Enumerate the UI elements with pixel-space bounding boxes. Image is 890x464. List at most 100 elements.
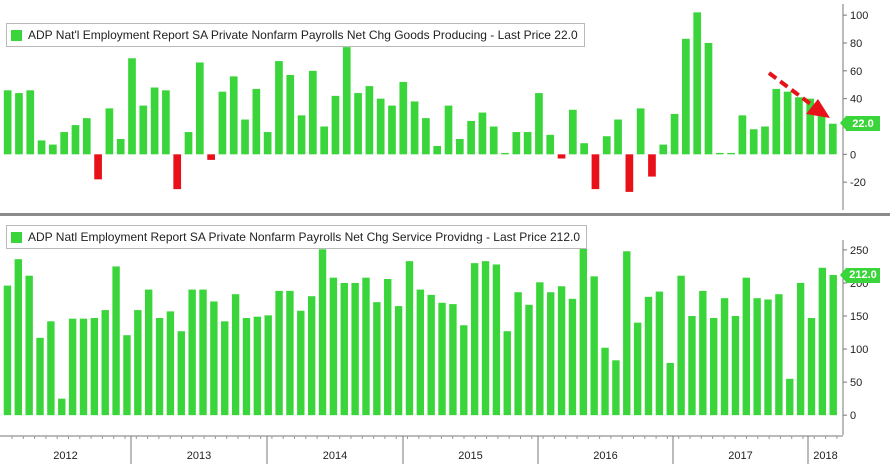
goods-producing-bar xyxy=(309,70,317,155)
service-providing-bar xyxy=(90,318,99,416)
goods-producing-bar xyxy=(682,38,690,155)
goods-producing-bar xyxy=(139,105,148,155)
service-providing-bar xyxy=(601,347,609,416)
service-providing-bar xyxy=(633,322,642,416)
goods-producing-bar xyxy=(410,101,419,155)
service-providing-bar xyxy=(449,304,457,416)
goods-producing-bars xyxy=(3,12,837,192)
service-providing-y-tick-label: 150 xyxy=(850,311,868,323)
x-year-label: 2018 xyxy=(813,450,837,462)
service-providing-bar xyxy=(503,331,511,416)
service-providing-bar xyxy=(275,290,283,416)
goods-producing-bar xyxy=(26,90,35,155)
goods-producing-bar xyxy=(116,139,125,155)
service-providing-bars xyxy=(3,248,837,416)
service-providing-bar xyxy=(796,282,805,416)
service-providing-bar xyxy=(557,286,566,416)
service-providing-bar xyxy=(688,316,696,416)
goods-producing-bar xyxy=(150,87,159,155)
service-providing-bar xyxy=(155,318,164,416)
goods-producing-bar xyxy=(478,112,487,155)
goods-producing-bar xyxy=(557,154,566,159)
goods-producing-bar xyxy=(749,129,758,155)
goods-producing-y-tick-label: -20 xyxy=(850,177,866,189)
goods-producing-bar xyxy=(727,152,735,155)
service-providing-bar xyxy=(818,267,827,416)
service-providing-bar xyxy=(166,311,175,416)
goods-producing-bar xyxy=(331,95,340,155)
service-providing-bar xyxy=(666,362,674,416)
goods-producing-bar xyxy=(105,108,114,155)
service-providing-bar xyxy=(405,261,414,416)
service-providing-bar xyxy=(231,294,240,416)
goods-producing-bar xyxy=(795,97,803,155)
service-providing-bar xyxy=(373,302,381,416)
goods-producing-y-tick-label: 60 xyxy=(850,66,862,78)
panel-separator xyxy=(0,213,890,216)
service-providing-bar xyxy=(14,259,22,416)
service-providing-bar xyxy=(655,291,664,416)
goods-producing-bar xyxy=(37,140,46,155)
goods-producing-bar xyxy=(173,154,182,190)
service-providing-bar xyxy=(525,304,533,416)
service-providing-bar xyxy=(438,302,446,416)
service-providing-y-tick-label: 0 xyxy=(850,410,856,422)
service-providing-bar xyxy=(514,292,522,416)
service-providing-bar xyxy=(786,378,794,416)
service-providing-bar xyxy=(590,276,598,416)
service-providing-bar xyxy=(79,318,88,416)
goods-producing-bar xyxy=(184,132,193,155)
goods-producing-bar xyxy=(817,113,826,155)
goods-producing-bar xyxy=(422,118,430,155)
goods-producing-bar xyxy=(263,132,272,155)
service-providing-bar xyxy=(253,316,262,416)
goods-producing-bar xyxy=(444,105,453,155)
service-providing-bar xyxy=(416,289,425,416)
goods-producing-bar xyxy=(648,154,656,177)
goods-producing-bar xyxy=(365,86,374,155)
x-year-label: 2013 xyxy=(187,450,211,462)
service-providing-bar xyxy=(775,294,783,416)
x-year-label: 2017 xyxy=(728,450,752,462)
service-providing-bar xyxy=(297,310,305,416)
goods-producing-bar xyxy=(71,125,80,155)
service-providing-bar xyxy=(460,325,468,416)
goods-producing-bar xyxy=(636,108,645,155)
service-providing-bar xyxy=(112,266,120,416)
goods-producing-bar xyxy=(580,143,588,155)
service-providing-bar xyxy=(394,306,403,416)
trend-arrow-head xyxy=(806,99,830,118)
service-providing-bar xyxy=(340,282,348,416)
service-providing-legend: ADP Natl Employment Report SA Private No… xyxy=(6,225,588,249)
service-providing-bar xyxy=(731,316,740,416)
service-providing-bar xyxy=(144,289,153,416)
service-providing-bar xyxy=(764,299,772,416)
goods-producing-bar xyxy=(670,113,679,155)
service-providing-bar xyxy=(807,318,816,416)
goods-producing-last-price-tag: 22.0 xyxy=(840,116,880,132)
goods-producing-bar xyxy=(738,115,747,155)
goods-producing-legend-swatch xyxy=(11,29,22,41)
x-year-label: 2016 xyxy=(593,450,617,462)
service-providing-bar xyxy=(134,310,142,416)
goods-producing-bar xyxy=(128,58,136,155)
service-providing-bar xyxy=(3,285,12,416)
goods-producing-bar xyxy=(523,132,532,155)
goods-producing-bar xyxy=(433,145,442,155)
goods-producing-bar xyxy=(275,61,283,155)
service-providing-y-tick-label: 50 xyxy=(850,377,862,389)
goods-producing-bar xyxy=(297,115,306,155)
service-providing-bar xyxy=(101,310,109,416)
goods-producing-bar xyxy=(772,88,781,155)
service-providing-legend-swatch xyxy=(11,231,22,243)
service-providing-bar xyxy=(568,298,577,416)
x-year-label: 2012 xyxy=(53,450,77,462)
service-providing-bar xyxy=(47,321,55,416)
goods-producing-bar xyxy=(704,42,713,155)
service-providing-legend-label: ADP Natl Employment Report SA Private No… xyxy=(28,230,581,244)
service-providing-bar xyxy=(481,261,490,416)
service-providing-bar xyxy=(351,282,359,416)
goods-producing-y-tick-label: 40 xyxy=(850,94,862,106)
x-year-label: 2014 xyxy=(323,450,347,462)
